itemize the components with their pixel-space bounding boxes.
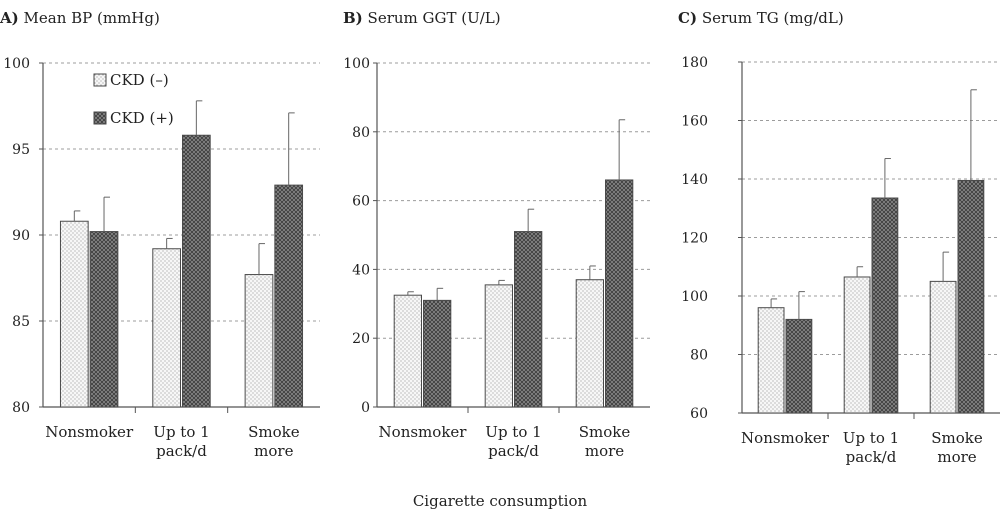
x-tick-label-line: Up to 1 [843, 429, 899, 447]
y-tick-label: 85 [12, 314, 30, 330]
x-tick-label: Nonsmoker [379, 423, 468, 441]
panel-letter: C) [678, 9, 697, 27]
chart-panel-3: C) Serum TG (mg/dL) 60 80 100 120 140 160 180 No… [678, 9, 1000, 466]
x-tick-label-line: Smoke [579, 423, 631, 441]
x-tick-label-line: pack/d [156, 442, 207, 460]
x-tick-label-line: pack/d [846, 448, 897, 466]
panel-title: A) Mean BP (mmHg) [0, 9, 160, 27]
x-tick-label: Up to 1 pack/d [843, 429, 899, 466]
bar-ckd-positive [423, 299, 452, 408]
bar-ckd-positive [514, 231, 543, 408]
panel-title-text: Serum GGT (U/L) [363, 9, 501, 27]
bar-ckd-negative [244, 274, 274, 408]
x-tick-label: Smoke more [931, 429, 983, 466]
bar-ckd-positive [274, 184, 304, 408]
panel-title: C) Serum TG (mg/dL) [678, 9, 844, 27]
x-tick-label: Nonsmoker [741, 429, 830, 447]
bar-ckd-positive [785, 318, 813, 414]
bar-ckd-negative [393, 294, 423, 408]
x-tick-label: Smoke more [248, 423, 300, 460]
y-tick-label: 60 [690, 406, 708, 422]
legend-label: CKD (+) [110, 109, 174, 127]
y-tick-label: 80 [12, 400, 30, 416]
y-tick-label: 140 [681, 172, 708, 188]
y-tick-label: 95 [12, 142, 30, 158]
y-tick-label: 0 [361, 400, 370, 416]
y-tick-label: 180 [681, 55, 708, 71]
legend: CKD (–) CKD (+) [93, 71, 174, 127]
x-tick-label-line: Smoke [931, 429, 983, 447]
y-tick-label: 160 [681, 114, 708, 130]
panel-title-text: Serum TG (mg/dL) [697, 9, 844, 27]
x-tick-label-line: pack/d [488, 442, 539, 460]
x-tick-label-line: Nonsmoker [379, 423, 468, 441]
x-tick-label: Up to 1 pack/d [153, 423, 209, 460]
y-tick-label: 60 [352, 194, 370, 210]
panel-letter: B) [343, 9, 363, 27]
bar-ckd-negative [843, 276, 871, 414]
bar-ckd-positive [605, 179, 634, 408]
y-tick-label: 100 [681, 289, 708, 305]
y-tick-label: 80 [690, 348, 708, 364]
y-tick-label: 100 [343, 56, 370, 72]
bar-ckd-positive [182, 134, 211, 408]
bar-ckd-negative [929, 280, 957, 414]
x-tick-label-line: Nonsmoker [45, 423, 134, 441]
legend-swatch [93, 111, 107, 125]
y-tick-label: 20 [352, 331, 370, 347]
bar-ckd-negative [757, 307, 785, 414]
x-tick-label: Nonsmoker [45, 423, 134, 441]
y-tick-label: 40 [352, 262, 370, 278]
bar-ckd-positive [957, 179, 985, 414]
bar-ckd-positive [871, 197, 899, 414]
bar-ckd-negative [152, 248, 182, 408]
x-tick-label-line: more [254, 442, 293, 460]
x-tick-label: Smoke more [579, 423, 631, 460]
x-tick-label-line: Up to 1 [485, 423, 541, 441]
x-tick-label-line: more [585, 442, 624, 460]
legend-label: CKD (–) [110, 71, 169, 89]
bar-ckd-negative [484, 284, 514, 408]
x-axis-label: Cigarette consumption [412, 492, 588, 510]
x-tick-label-line: Smoke [248, 423, 300, 441]
y-tick-label: 80 [352, 125, 370, 141]
panel-title: B) Serum GGT (U/L) [343, 9, 501, 27]
x-tick-label: Up to 1 pack/d [485, 423, 541, 460]
chart-panel-1: A) Mean BP (mmHg) 80 85 90 95 100 Nonsmoker Up … [0, 9, 320, 460]
y-tick-label: 120 [681, 231, 708, 247]
x-tick-label-line: more [937, 448, 976, 466]
legend-swatch [93, 73, 107, 87]
y-tick-label: 100 [3, 56, 30, 72]
x-tick-label-line: Nonsmoker [741, 429, 830, 447]
bar-ckd-positive [89, 231, 119, 408]
panel-letter: A) [0, 9, 19, 27]
bar-ckd-negative [575, 279, 605, 408]
y-tick-label: 90 [12, 228, 30, 244]
bar-ckd-negative [59, 220, 89, 408]
x-tick-label-line: Up to 1 [153, 423, 209, 441]
chart-panel-2: B) Serum GGT (U/L) 0 20 40 60 80 100 Nonsmoker U… [343, 9, 650, 460]
panel-title-text: Mean BP (mmHg) [19, 9, 160, 27]
